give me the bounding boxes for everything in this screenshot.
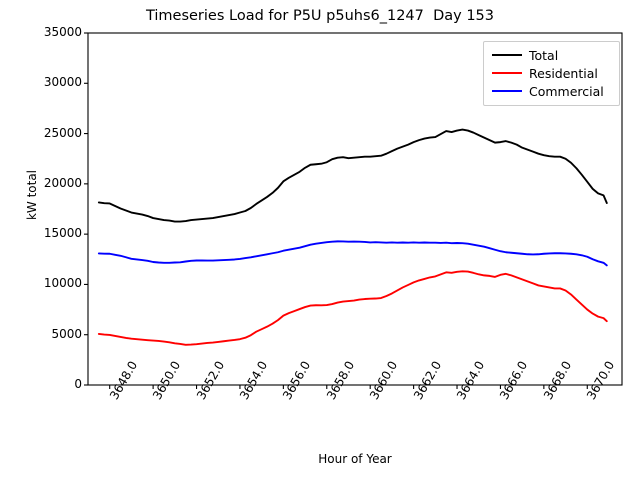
legend-color-swatch bbox=[492, 54, 522, 56]
series-line bbox=[97, 270, 608, 346]
y-axis-label: kW total bbox=[25, 169, 39, 221]
series-line bbox=[97, 128, 608, 223]
y-tick-label: 35000 bbox=[43, 25, 82, 39]
legend-label: Total bbox=[529, 47, 559, 63]
series-line bbox=[97, 240, 608, 267]
legend-item: Total bbox=[489, 46, 614, 64]
legend-color-swatch bbox=[492, 72, 522, 74]
tick-marks bbox=[84, 32, 588, 389]
y-tick-label: 30000 bbox=[43, 75, 82, 90]
x-axis-label: Hour of Year bbox=[318, 452, 392, 466]
legend-item: Commercial bbox=[489, 82, 614, 100]
chart-legend: Total Residential Commercial bbox=[483, 41, 620, 106]
y-tick-label: 25000 bbox=[43, 125, 82, 140]
y-tick-label: 0 bbox=[74, 377, 82, 391]
y-tick-label: 10000 bbox=[43, 276, 82, 291]
chart-title: Timeseries Load for P5U p5uhs6_1247 Day … bbox=[145, 8, 495, 24]
legend-color-swatch bbox=[492, 90, 522, 92]
legend-label: Commercial bbox=[529, 83, 604, 99]
y-tick-label: 5000 bbox=[51, 326, 82, 341]
axes-frame bbox=[87, 32, 623, 386]
data-lines bbox=[97, 128, 608, 346]
y-tick-label: 15000 bbox=[43, 226, 82, 241]
legend-item: Residential bbox=[489, 64, 614, 82]
legend-label: Residential bbox=[529, 65, 598, 81]
y-tick-label: 20000 bbox=[43, 175, 82, 190]
